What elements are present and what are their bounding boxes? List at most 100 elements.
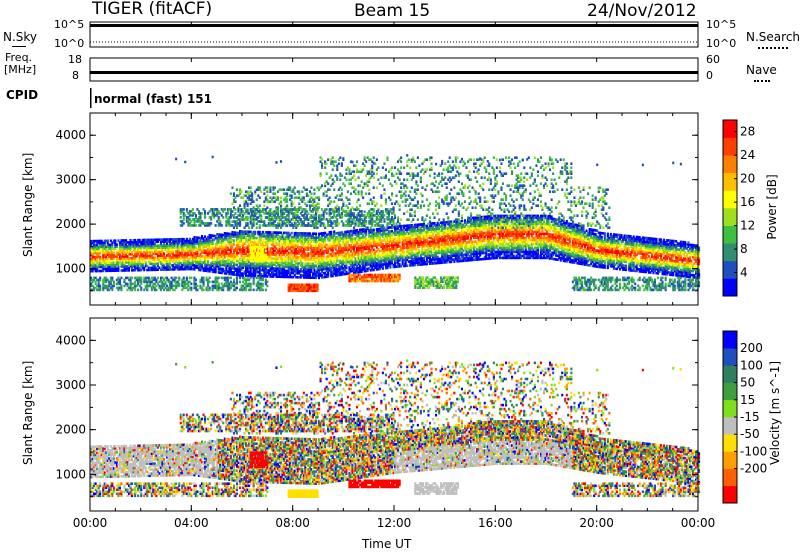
heatmap-cell [240, 196, 243, 199]
heatmap-cell [365, 216, 368, 219]
heatmap-cell [307, 194, 310, 197]
heatmap-cell [289, 265, 292, 269]
heatmap-cell [283, 243, 286, 247]
heatmap-cell [299, 206, 302, 209]
heatmap-cell [246, 212, 249, 215]
heatmap-cell [197, 258, 200, 262]
heatmap-cell [126, 282, 129, 286]
heatmap-cell [252, 212, 255, 215]
heatmap-cell [146, 252, 149, 256]
heatmap-cell [231, 245, 234, 248]
heatmap-cell [336, 194, 339, 197]
heatmap-cell [301, 274, 304, 277]
heatmap-cell [380, 249, 383, 253]
heatmap-cell [96, 269, 99, 273]
heatmap-cell [307, 236, 310, 239]
heatmap-cell [345, 264, 348, 268]
heatmap-cell [336, 231, 339, 235]
heatmap-cell [380, 263, 383, 267]
heatmap-cell [96, 249, 99, 253]
heatmap-cell [348, 248, 351, 251]
heatmap-cell [216, 243, 219, 246]
heatmap-cell [235, 241, 238, 245]
heatmap-cell [179, 208, 182, 211]
heatmap-cell [153, 276, 156, 280]
heatmap-cell [115, 263, 118, 266]
heatmap-cell [328, 218, 331, 221]
heatmap-cell [155, 244, 158, 248]
heatmap-cell [159, 284, 162, 288]
heatmap-cell [158, 252, 161, 255]
heatmap-cell [342, 271, 345, 274]
heatmap-cell [357, 214, 360, 217]
heatmap-cell [187, 216, 190, 219]
heatmap-cell [339, 172, 342, 175]
heatmap-cell [255, 282, 258, 286]
heatmap-cell [359, 218, 362, 221]
heatmap-cell [295, 249, 298, 253]
heatmap-cell [372, 232, 375, 236]
heatmap-cell [96, 247, 99, 251]
heatmap-cell [270, 253, 273, 256]
heatmap-cell [97, 247, 100, 251]
heatmap-cell [118, 253, 121, 256]
heatmap-cell [281, 259, 284, 263]
heatmap-cell [245, 258, 248, 261]
heatmap-cell [290, 200, 293, 203]
heatmap-cell [362, 266, 365, 269]
heatmap-cell [324, 226, 327, 229]
heatmap-cell [284, 237, 287, 241]
heatmap-cell [292, 255, 295, 259]
heatmap-cell [229, 212, 232, 215]
heatmap-cell [240, 254, 243, 257]
heatmap-cell [275, 265, 278, 268]
heatmap-cell [173, 256, 176, 259]
heatmap-cell [108, 261, 111, 265]
heatmap-cell [308, 270, 311, 273]
heatmap-cell [377, 235, 380, 239]
heatmap-cell [269, 247, 272, 250]
heatmap-cell [318, 250, 321, 254]
heatmap-cell [357, 262, 360, 266]
heatmap-cell [322, 231, 325, 235]
heatmap-cell [211, 256, 214, 259]
heatmap-cell [91, 245, 94, 249]
heatmap-cell [334, 260, 337, 263]
heatmap-cell [138, 254, 141, 258]
heatmap-cell [293, 239, 296, 243]
heatmap-cell [167, 240, 170, 243]
heatmap-cell [164, 286, 167, 290]
heatmap-cell [100, 263, 103, 267]
heatmap-cell [392, 251, 395, 255]
heatmap-cell [204, 263, 207, 266]
heatmap-cell [210, 248, 213, 251]
heatmap-cell [378, 253, 381, 257]
heatmap-cell [205, 267, 208, 271]
heatmap-cell [301, 242, 304, 245]
heatmap-cell [134, 284, 137, 288]
heatmap-cell [213, 284, 216, 288]
heatmap-cell [216, 239, 219, 242]
heatmap-cell [149, 244, 152, 248]
heatmap-cell [346, 252, 349, 255]
heatmap-cell [223, 260, 226, 263]
heatmap-cell [334, 216, 337, 219]
heatmap-cell [188, 247, 191, 251]
heatmap-cell [197, 218, 200, 221]
heatmap-cell [94, 269, 97, 273]
heatmap-cell [380, 245, 383, 249]
heatmap-cell [222, 233, 225, 237]
heatmap-cell [222, 259, 225, 263]
heatmap-cell [308, 272, 311, 275]
heatmap-cell [105, 257, 108, 261]
heatmap-cell [275, 269, 278, 272]
heatmap-cell [129, 288, 132, 292]
heatmap-cell [138, 240, 141, 244]
heatmap-cell [357, 254, 360, 258]
heatmap-cell [184, 259, 187, 263]
heatmap-cell [254, 242, 257, 246]
heatmap-cell [273, 214, 276, 217]
heatmap-cell [368, 263, 371, 266]
heatmap-cell [386, 262, 389, 266]
heatmap-cell [264, 224, 267, 227]
